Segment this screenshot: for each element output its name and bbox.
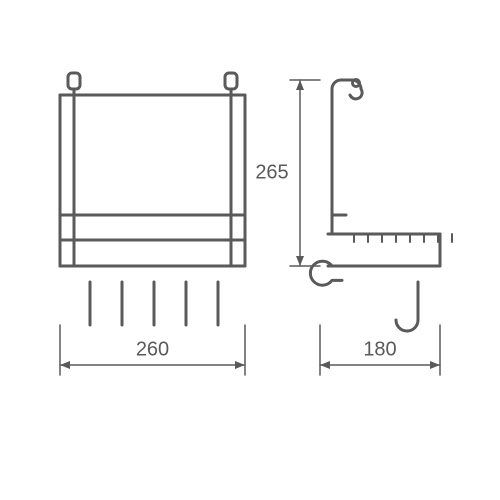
dim-label-depth: 180 [363,338,396,360]
dim-label-height: 265 [255,161,288,183]
dim-label-width-front: 260 [136,338,169,360]
